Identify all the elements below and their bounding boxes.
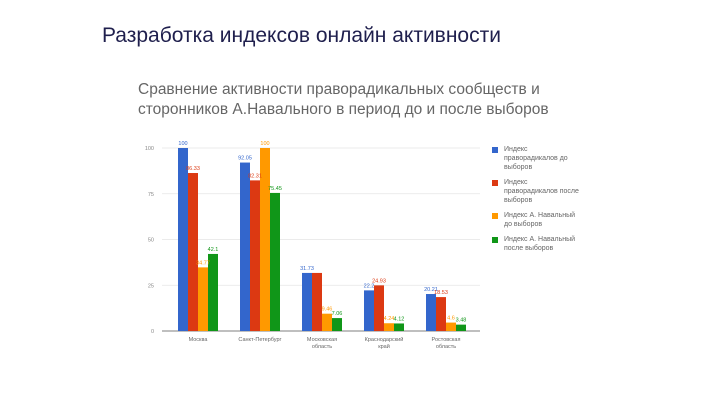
data-label: 18.53 [434, 290, 448, 296]
y-tick-label: 50 [148, 238, 154, 244]
data-label: 86.33 [186, 166, 200, 172]
legend-item: Индекс А. Навальный до выборов [492, 211, 582, 229]
data-label: 34.77 [196, 260, 210, 266]
bar [270, 192, 280, 331]
data-label: 4.12 [394, 316, 405, 322]
bar [436, 297, 446, 331]
bar [302, 272, 312, 331]
bar [208, 253, 218, 331]
x-tick-label: Московская область [307, 337, 337, 350]
data-label: 9.46 [322, 307, 333, 313]
legend-item: Индекс праворадикалов после выборов [492, 178, 582, 205]
bar [384, 323, 394, 331]
data-label: 20.21 [424, 287, 438, 293]
bar [312, 272, 322, 331]
y-tick-label: 25 [148, 283, 154, 289]
slide-title: Разработка индексов онлайн активности [102, 24, 501, 47]
legend-label: Индекс праворадикалов до выборов [504, 146, 568, 171]
bar [446, 322, 456, 331]
bar [456, 324, 466, 331]
x-tick-label: Краснодарский край [365, 336, 404, 350]
data-label: 82.31 [248, 173, 262, 179]
bar [198, 267, 208, 331]
legend-label: Индекс праворадикалов после выборов [504, 179, 579, 204]
bar [332, 318, 342, 331]
bar [426, 294, 436, 331]
y-tick-label: 100 [145, 146, 154, 152]
x-tick-label: Москва [189, 337, 209, 343]
legend-item: Индекс А. Навальный после выборов [492, 235, 582, 253]
legend-swatch [492, 147, 498, 153]
legend-item: Индекс праворадикалов до выборов [492, 145, 582, 172]
data-label: 100 [260, 141, 269, 147]
bar [188, 173, 198, 331]
data-label: 7.06 [332, 311, 343, 317]
data-label: 3.48 [456, 318, 467, 324]
legend-swatch [492, 213, 498, 219]
data-label: 4.24 [384, 316, 395, 322]
bar [374, 285, 384, 331]
bar [394, 323, 404, 331]
bar [364, 290, 374, 331]
data-label: 4.6 [447, 316, 455, 322]
x-tick-label: Ростовская область [432, 337, 461, 350]
axes: 0 25 50 75 100 Москва Санкт-Петербург Московска… [145, 146, 461, 350]
legend-swatch [492, 180, 498, 186]
legend-label: Индекс А. Навальный после выборов [504, 236, 576, 252]
data-label: 31.73 [300, 266, 314, 272]
chart-title: Сравнение активности праворадикальных со… [138, 81, 549, 118]
bar [250, 180, 260, 331]
legend-label: Индекс А. Навальный до выборов [504, 212, 576, 228]
data-label: 24.93 [372, 278, 386, 284]
data-label: 92.05 [238, 156, 252, 162]
legend-swatch [492, 237, 498, 243]
bar [240, 162, 250, 331]
data-labels: 100 92.05 31.73 22.2 20.21 86.33 82.31 24.93 18.… [178, 141, 466, 324]
data-label: 75.45 [268, 186, 282, 192]
bar [260, 148, 270, 331]
x-tick-label: Санкт-Петербург [238, 337, 281, 343]
bar [322, 313, 332, 331]
y-tick-label: 0 [151, 329, 154, 335]
bar [178, 148, 188, 331]
data-label: 100 [178, 141, 187, 147]
data-label: 42.1 [208, 247, 219, 253]
bars [178, 148, 466, 331]
chart-legend: Индекс праворадикалов до выборов Индекс п… [492, 145, 582, 259]
y-tick-label: 75 [148, 192, 154, 198]
data-label: 22.2 [364, 283, 375, 289]
